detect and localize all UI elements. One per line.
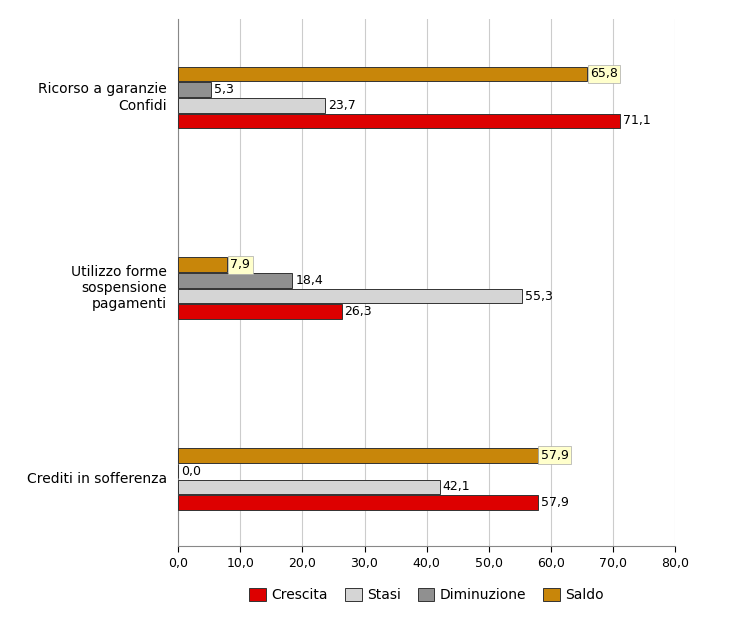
Text: 65,8: 65,8 (590, 67, 618, 80)
Bar (178, 305, 341, 319)
Text: 57,9: 57,9 (541, 496, 569, 509)
Text: 0,0: 0,0 (181, 465, 201, 478)
Bar (178, 82, 211, 97)
Text: 26,3: 26,3 (344, 305, 372, 318)
Bar (178, 98, 325, 112)
Text: 18,4: 18,4 (295, 274, 324, 287)
Text: 55,3: 55,3 (525, 290, 553, 303)
Bar (178, 448, 538, 463)
Bar (178, 114, 620, 128)
Text: 23,7: 23,7 (329, 99, 356, 112)
Bar (178, 480, 440, 494)
Text: 5,3: 5,3 (214, 83, 234, 96)
Text: 7,9: 7,9 (230, 258, 250, 271)
Text: 42,1: 42,1 (443, 480, 470, 494)
Bar (178, 273, 292, 288)
Bar (178, 67, 587, 81)
Text: 71,1: 71,1 (623, 114, 651, 127)
Bar (178, 257, 227, 272)
Bar (178, 495, 538, 510)
Bar (178, 289, 522, 303)
Legend: Crescita, Stasi, Diminuzione, Saldo: Crescita, Stasi, Diminuzione, Saldo (244, 583, 609, 608)
Text: 57,9: 57,9 (541, 449, 569, 462)
